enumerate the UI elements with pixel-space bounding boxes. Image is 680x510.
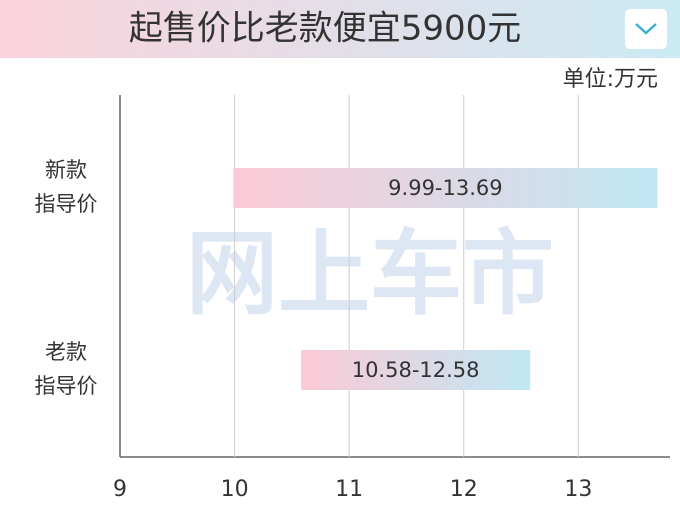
x-tick-label: 9 bbox=[113, 477, 127, 502]
range-bar bbox=[233, 168, 658, 208]
value-label: 9.99-13.69 bbox=[388, 176, 502, 200]
y-tick-label: 老款 bbox=[45, 340, 87, 364]
value-label: 10.58-12.58 bbox=[352, 358, 480, 382]
title-banner bbox=[0, 0, 680, 58]
x-tick-label: 12 bbox=[450, 477, 478, 502]
watermark: 网上车市 bbox=[186, 220, 554, 327]
x-tick-label: 13 bbox=[564, 477, 592, 502]
unit-label: 单位:万元 bbox=[563, 67, 658, 92]
chevron-icon bbox=[635, 23, 657, 35]
range-bar bbox=[301, 350, 531, 390]
y-tick-label: 指导价 bbox=[35, 192, 98, 216]
y-tick-label: 指导价 bbox=[35, 374, 98, 398]
x-tick-label: 11 bbox=[335, 477, 363, 502]
y-tick-label: 新款 bbox=[45, 158, 87, 182]
dropdown-button[interactable] bbox=[625, 9, 667, 49]
x-tick-label: 10 bbox=[221, 477, 249, 502]
chart-title: 起售价比老款便宜5900元 bbox=[129, 9, 522, 49]
